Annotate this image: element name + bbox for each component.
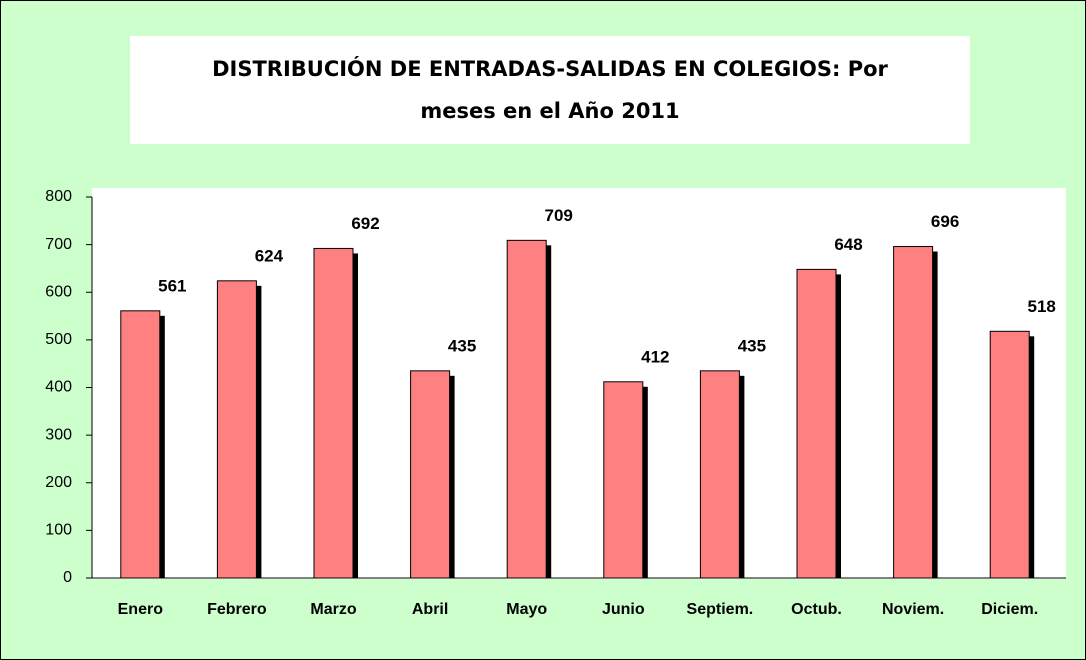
y-tick-label: 100 [45,522,72,539]
x-tick-label: Diciem. [981,601,1038,618]
bar [506,239,547,579]
x-tick-label: Enero [118,601,164,618]
value-label: 709 [545,206,573,225]
x-tick-label: Junio [602,601,645,618]
y-tick-label: 800 [45,188,72,205]
x-tick-label: Septiem. [687,601,754,618]
x-tick-label: Octub. [791,601,842,618]
y-tick-label: 200 [45,474,72,491]
bar [313,247,354,579]
y-tick-label: 600 [45,283,72,300]
x-tick-label: Abril [412,601,448,618]
x-tick-label: Noviem. [882,601,944,618]
value-label: 412 [641,347,669,366]
chart-title: meses en el Año 2011 [420,99,679,123]
bar [603,381,644,579]
bar [796,268,837,579]
y-tick-label: 400 [45,379,72,396]
y-tick-label: 700 [45,236,72,253]
y-tick-label: 0 [63,569,72,586]
value-label: 692 [351,214,379,233]
value-label: 561 [158,276,186,295]
chart-title: DISTRIBUCIÓN DE ENTRADAS-SALIDAS EN COLE… [212,56,888,81]
bar [120,310,161,579]
x-tick-label: Marzo [310,601,356,618]
bar [699,370,740,579]
y-tick-label: 300 [45,426,72,443]
bar [216,280,257,579]
title-box [130,36,970,144]
value-label: 518 [1028,297,1056,316]
x-tick-label: Mayo [506,601,547,618]
value-label: 648 [834,235,862,254]
value-label: 624 [255,246,284,265]
y-tick-label: 500 [45,331,72,348]
value-label: 435 [448,336,476,355]
x-tick-label: Febrero [207,601,267,618]
bar [893,246,934,579]
value-label: 696 [931,212,959,231]
bar [989,330,1030,579]
value-label: 435 [738,336,766,355]
bar [410,370,451,579]
